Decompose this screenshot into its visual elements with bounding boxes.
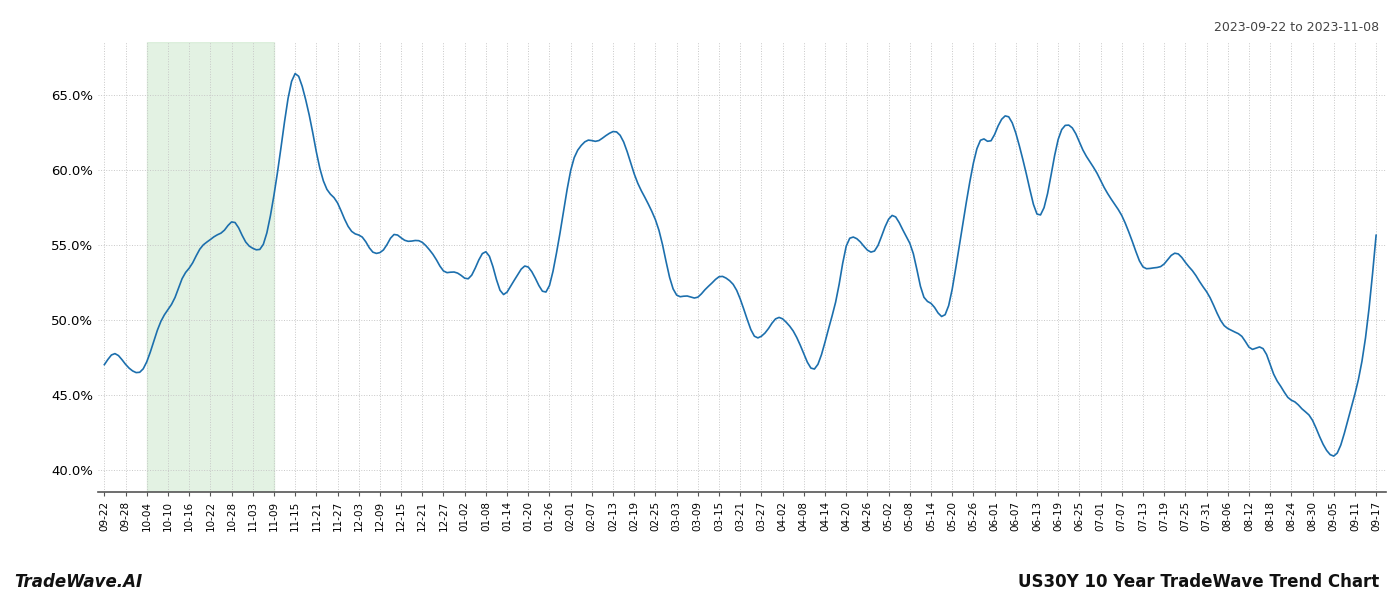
Bar — [147, 42, 274, 492]
Text: US30Y 10 Year TradeWave Trend Chart: US30Y 10 Year TradeWave Trend Chart — [1018, 573, 1379, 591]
Text: 2023-09-22 to 2023-11-08: 2023-09-22 to 2023-11-08 — [1214, 21, 1379, 34]
Text: TradeWave.AI: TradeWave.AI — [14, 573, 143, 591]
